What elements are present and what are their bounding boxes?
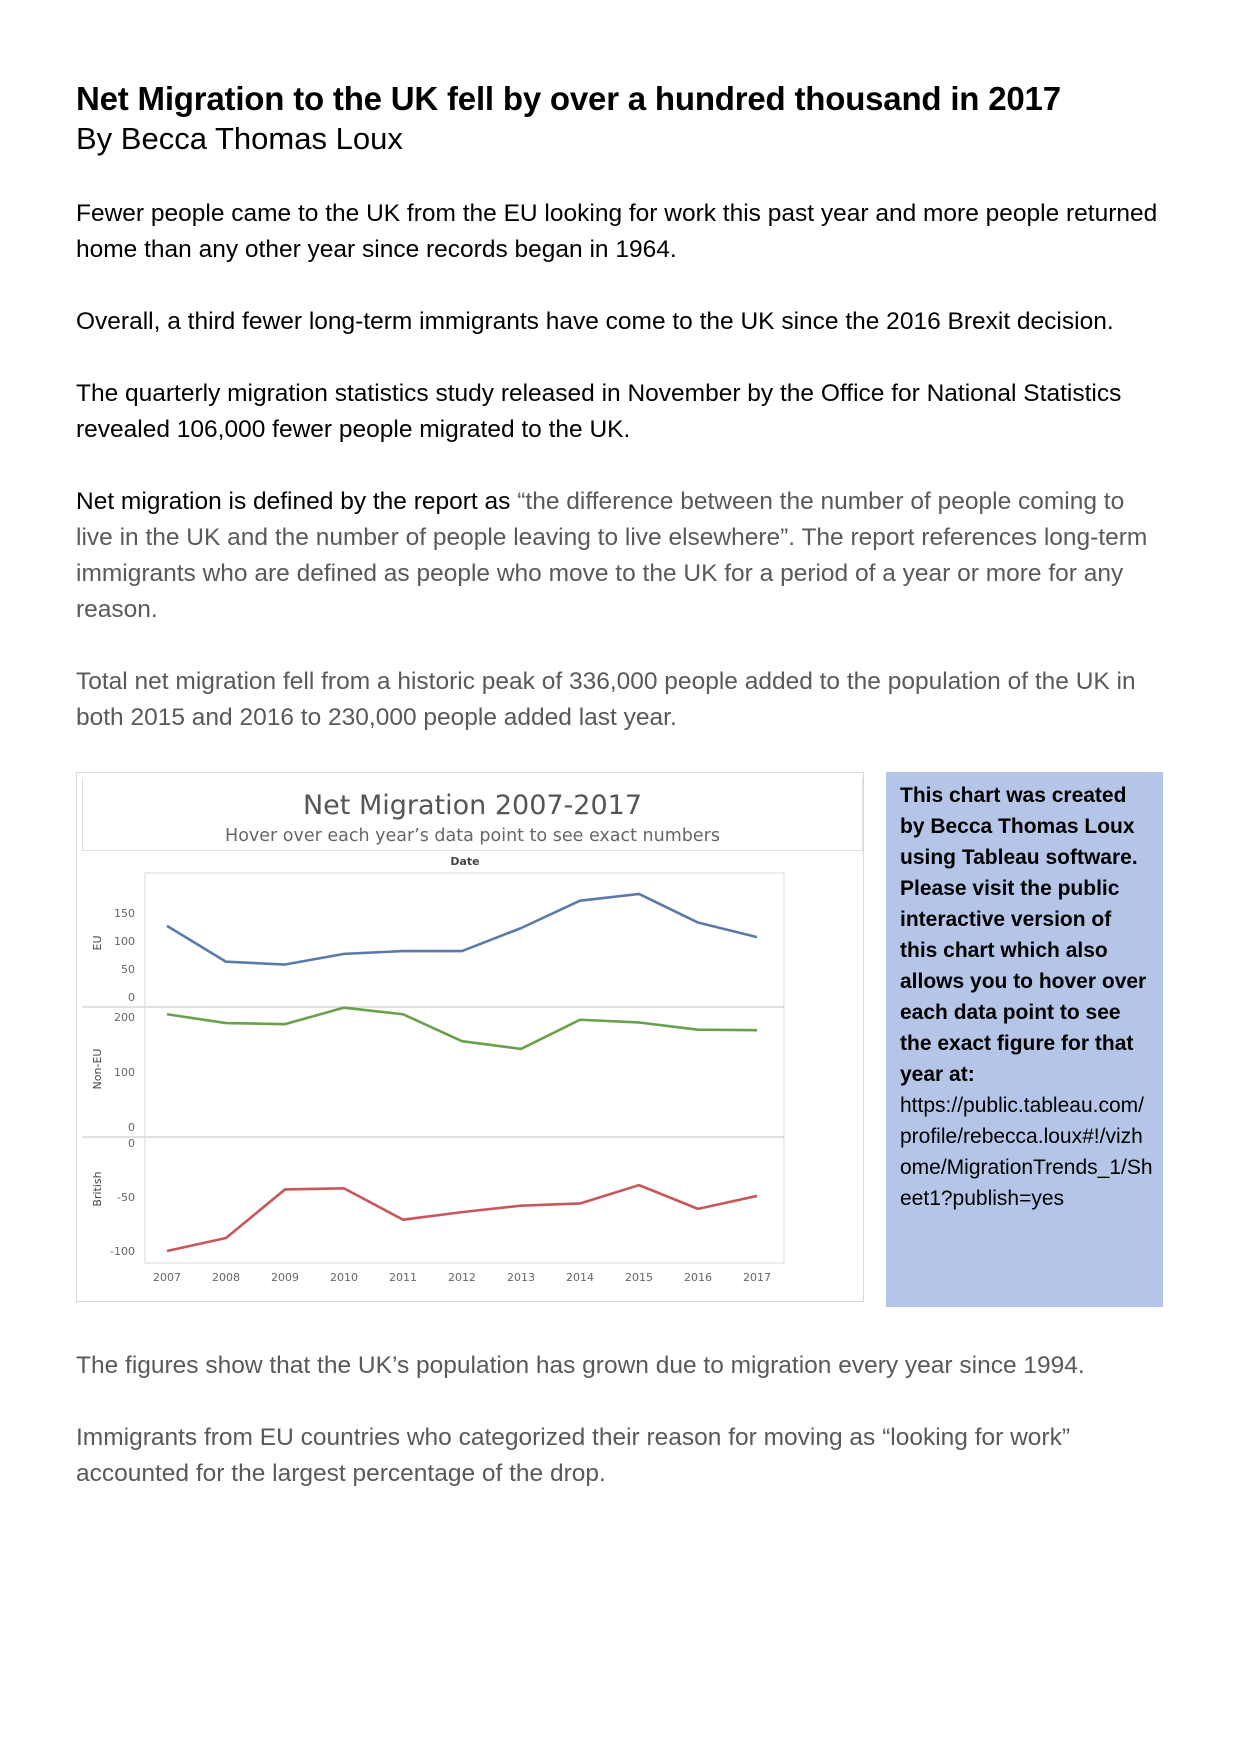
paragraph-4-lead: Net migration is defined by the report a… [76,488,518,515]
x-tick-label: 2011 [389,1271,417,1284]
chart-title: Net Migration 2007-2017 [302,790,643,821]
headline: Net Migration to the UK fell by over a h… [76,80,1061,117]
series-line-eu [166,892,758,966]
chart-header: Net Migration 2007-2017 Hover over each … [82,778,863,851]
y-tick-label: -50 [117,1191,135,1204]
paragraph-1: Fewer people came to the UK from the EU … [76,200,1158,263]
chart-public-link[interactable]: https://public.tableau.com/profile/rebec… [900,1094,1153,1210]
y-tick-label: 100 [114,935,135,948]
y-tick-label: 50 [121,963,135,976]
paragraph-3: The quarterly migration statistics study… [76,380,1122,443]
x-tick-label: 2017 [743,1271,771,1284]
chart-note-box: This chart was created by Becca Thomas L… [886,772,1163,1307]
x-tick-label: 2009 [271,1271,299,1284]
net-migration-chart[interactable]: Date EU 0 50 100 150 Non-EU 0 100 200 British 0 -50 -… [77,773,863,1301]
pane-label-british: British [91,1171,104,1206]
chart-note-text: This chart was created by Becca Thomas L… [900,784,1147,1086]
y-tick-label: -100 [110,1245,135,1258]
x-tick-label: 2010 [330,1271,358,1284]
y-tick-label: 0 [128,1121,135,1134]
paragraph-4: Net migration is defined by the report a… [76,484,1166,628]
x-tick-label: 2008 [212,1271,240,1284]
x-tick-label: 2014 [566,1271,594,1284]
x-tick-label: 2007 [153,1271,181,1284]
chart-frame[interactable]: Net Migration 2007-2017 Hover over each … [76,772,864,1302]
x-tick-label: 2012 [448,1271,476,1284]
y-tick-label: 0 [128,1137,135,1150]
paragraph-5: Total net migration fell from a historic… [76,668,1136,731]
paragraph-6: The figures show that the UK’s populatio… [76,1352,1085,1379]
pane-label-non-eu: Non-EU [91,1049,104,1090]
series-line-british [166,1183,758,1253]
x-tick-label: 2015 [625,1271,653,1284]
y-tick-label: 0 [128,991,135,1004]
y-tick-label: 150 [114,907,135,920]
paragraph-2: Overall, a third fewer long-term immigra… [76,308,1114,335]
chart-row: Net Migration 2007-2017 Hover over each … [76,772,1166,1312]
byline: By Becca Thomas Loux [76,121,403,156]
chart-subtitle: Hover over each year’s data point to see… [225,826,720,846]
article: Net Migration to the UK fell by over a h… [76,78,1166,1528]
x-tick-label: 2016 [684,1271,712,1284]
series-line-non-eu [166,1006,758,1051]
paragraph-4-quote: “the difference between the number of pe… [76,488,1148,623]
x-axis-title: Date [450,855,479,868]
x-tick-label: 2013 [507,1271,535,1284]
paragraph-7: Immigrants from EU countries who categor… [76,1424,1070,1487]
y-tick-label: 200 [114,1011,135,1024]
pane-label-eu: EU [91,935,104,950]
y-tick-label: 100 [114,1066,135,1079]
